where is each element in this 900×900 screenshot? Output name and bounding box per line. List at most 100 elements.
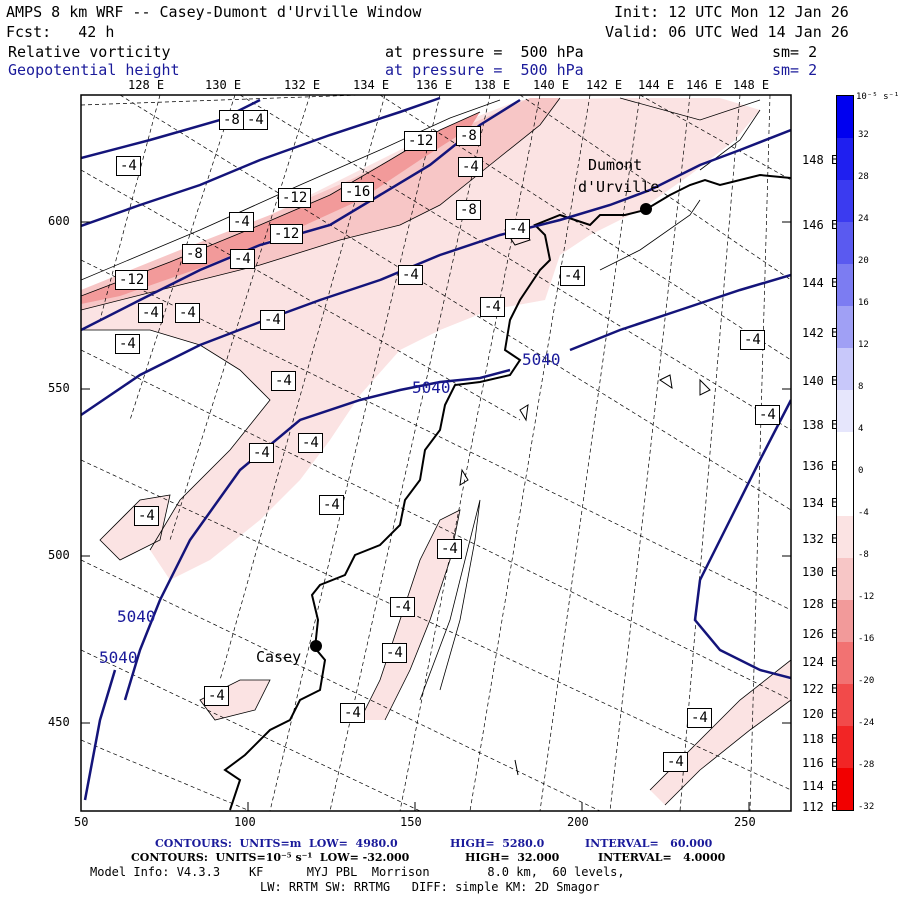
vorticity-label: -8: [456, 126, 481, 146]
right-longitude-label: 142 E: [802, 326, 839, 340]
colorbar-tick: 32: [858, 130, 869, 140]
colorbar-segment: [837, 264, 853, 306]
grid-line: [749, 95, 771, 811]
right-longitude-label: 112 E: [802, 800, 839, 814]
top-longitude-label: 134 E: [353, 78, 390, 92]
colorbar-tick: 8: [858, 382, 864, 392]
top-longitude-label: 140 E: [533, 78, 570, 92]
right-longitude-label: 122 E: [802, 682, 839, 696]
vorticity-label: -4: [382, 643, 407, 663]
grid-line: [469, 95, 591, 811]
colorbar-tick: -24: [858, 718, 875, 728]
bottom-axis-label: 200: [567, 815, 589, 829]
grid-line: [81, 739, 251, 811]
vorticity-label: -4: [560, 266, 585, 286]
colorbar-tick: 0: [858, 466, 864, 476]
vorticity-label: -16: [341, 182, 375, 202]
vorticity-area-casey: [200, 680, 270, 720]
vorticity-label: -12: [270, 224, 304, 244]
top-longitude-label: 130 E: [205, 78, 242, 92]
height-contour-interval: INTERVAL= 60.000: [585, 837, 713, 850]
right-longitude-label: 138 E: [802, 418, 839, 432]
right-longitude-label: 128 E: [802, 597, 839, 611]
colorbar-segment: [837, 96, 853, 138]
vorticity-label: -4: [260, 310, 285, 330]
colorbar-segment: [837, 516, 853, 558]
dumont-label: Dumont: [588, 156, 643, 174]
vorticity-colorbar: [836, 95, 854, 811]
colorbar-segment: [837, 222, 853, 264]
colorbar-segment: [837, 474, 853, 516]
height-label: 5040: [117, 607, 156, 626]
colorbar-segment: [837, 432, 853, 474]
colorbar-tick: 20: [858, 256, 869, 266]
field2-smoothing: sm= 2: [772, 61, 818, 79]
vorticity-label: -4: [271, 371, 296, 391]
right-longitude-label: 136 E: [802, 459, 839, 473]
valid-time: Valid: 06 UTC Wed 14 Jan 26: [605, 23, 849, 41]
right-longitude-label: 132 E: [802, 532, 839, 546]
height-contour-high: HIGH= 5280.0: [450, 837, 545, 850]
vorticity-label: -4: [249, 443, 274, 463]
vorticity-contour-high: HIGH= 32.000: [465, 851, 560, 864]
right-longitude-label: 114 E: [802, 779, 839, 793]
vorticity-label: -4: [116, 156, 141, 176]
grid-line: [379, 95, 791, 361]
left-axis-label: 500: [48, 548, 70, 562]
bottom-axis-label: 50: [74, 815, 89, 829]
right-longitude-label: 148 E: [802, 153, 839, 167]
grid-line: [639, 95, 791, 181]
right-longitude-label: 116 E: [802, 756, 839, 770]
init-time: Init: 12 UTC Mon 12 Jan 26: [614, 3, 849, 21]
field1-level: at pressure = 500 hPa: [385, 43, 584, 61]
casey-marker: [310, 640, 322, 652]
vorticity-label: -4: [755, 405, 780, 425]
vorticity-label: -4: [243, 110, 268, 130]
top-longitude-label: 146 E: [686, 78, 723, 92]
grid-line: [169, 95, 311, 541]
right-longitude-label: 118 E: [802, 732, 839, 746]
colorbar-segment: [837, 306, 853, 348]
colorbar-segment: [837, 684, 853, 726]
colorbar-tick: 12: [858, 340, 869, 350]
colorbar-tick: -28: [858, 760, 875, 770]
grid-line: [119, 95, 791, 511]
colorbar-tick: 28: [858, 172, 869, 182]
top-longitude-label: 144 E: [638, 78, 675, 92]
left-axis-label: 600: [48, 214, 70, 228]
vorticity-label: -4: [437, 539, 462, 559]
right-longitude-label: 144 E: [802, 276, 839, 290]
colorbar-segment: [837, 138, 853, 180]
top-longitude-label: 128 E: [128, 78, 165, 92]
model-info: Model Info: V4.3.3 KF MYJ PBL Morrison 8…: [90, 865, 625, 879]
colorbar-tick: -4: [858, 508, 869, 518]
vorticity-label: -4: [115, 334, 140, 354]
colorbar-unit: 10⁻⁵ s⁻¹: [856, 92, 900, 102]
casey-label: Casey: [256, 648, 302, 666]
colorbar-segment: [837, 768, 853, 810]
height-label: 5040: [522, 350, 561, 369]
top-longitude-label: 148 E: [733, 78, 770, 92]
colorbar-segment: [837, 642, 853, 684]
vorticity-contour-interval: INTERVAL= 4.0000: [598, 851, 726, 864]
grid-line: [81, 459, 791, 791]
vorticity-label: -4: [175, 303, 200, 323]
coastline-islands: [459, 224, 711, 776]
field2-level: at pressure = 500 hPa: [385, 61, 584, 79]
colorbar-tick: 4: [858, 424, 864, 434]
colorbar-tick: 16: [858, 298, 869, 308]
colorbar-tick: 24: [858, 214, 869, 224]
vorticity-contour-info: CONTOURS: UNITS=10⁻⁵ s⁻¹ LOW= -32.000: [131, 851, 410, 864]
map-frame: [80, 94, 792, 812]
durville-label: d'Urville: [578, 178, 660, 196]
field2-name: Geopotential height: [8, 61, 180, 79]
vorticity-label: -4: [204, 686, 229, 706]
right-longitude-label: 124 E: [802, 655, 839, 669]
right-longitude-label: 130 E: [802, 565, 839, 579]
grid-line: [81, 559, 601, 811]
colorbar-segment: [837, 600, 853, 642]
top-longitude-label: 138 E: [474, 78, 511, 92]
right-longitude-label: 120 E: [802, 707, 839, 721]
